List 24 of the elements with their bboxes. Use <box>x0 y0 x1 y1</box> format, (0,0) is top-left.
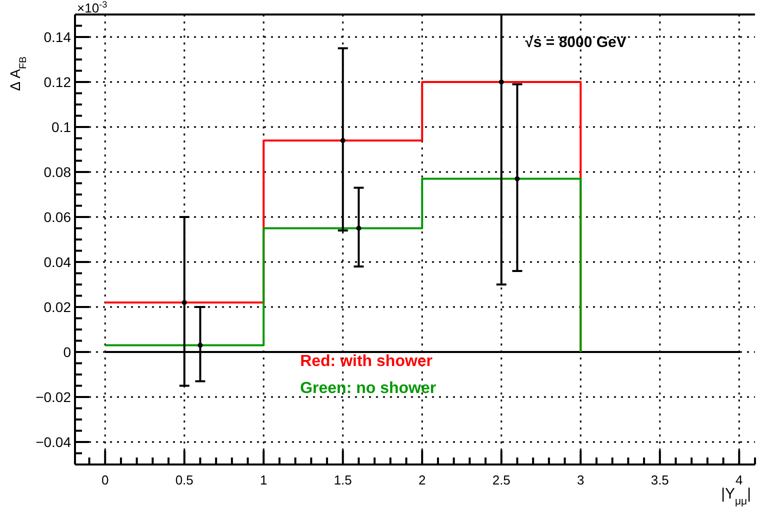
x-tick-label: 3.5 <box>650 472 669 488</box>
x-tick-label: 1.5 <box>334 472 352 488</box>
y-tick-label: 0.12 <box>44 74 72 90</box>
text: Green: no shower <box>300 380 436 397</box>
x-tick-label: 2 <box>418 472 426 488</box>
x-tick-label: 1 <box>260 472 268 488</box>
y-tick-label: −0.04 <box>36 434 72 450</box>
y-tick-label: 0.04 <box>44 254 72 270</box>
y-tick-label: 0.08 <box>44 164 72 180</box>
y-tick-label: 0 <box>63 344 72 360</box>
x-tick-label: 4 <box>736 472 743 488</box>
y-tick-label: 0.14 <box>44 29 72 45</box>
y-tick-label: −0.02 <box>36 389 72 405</box>
x-tick-label: 2.5 <box>492 472 510 488</box>
y-tick-label: 0.02 <box>44 299 72 315</box>
x-tick-label: 3 <box>577 472 584 488</box>
text: Red: with shower <box>300 352 433 370</box>
x-tick-label: 0 <box>102 472 109 488</box>
x-axis-title: |Y$_{μμ}$| <box>721 486 751 508</box>
x-tick-label: 0.5 <box>175 472 194 488</box>
annotation: √s = 8000 GeV <box>525 34 626 51</box>
annotation: ×10$^{-3}$ <box>77 0 108 16</box>
y-tick-label: 0.1 <box>52 119 72 135</box>
y-tick-label: 0.06 <box>44 209 72 225</box>
